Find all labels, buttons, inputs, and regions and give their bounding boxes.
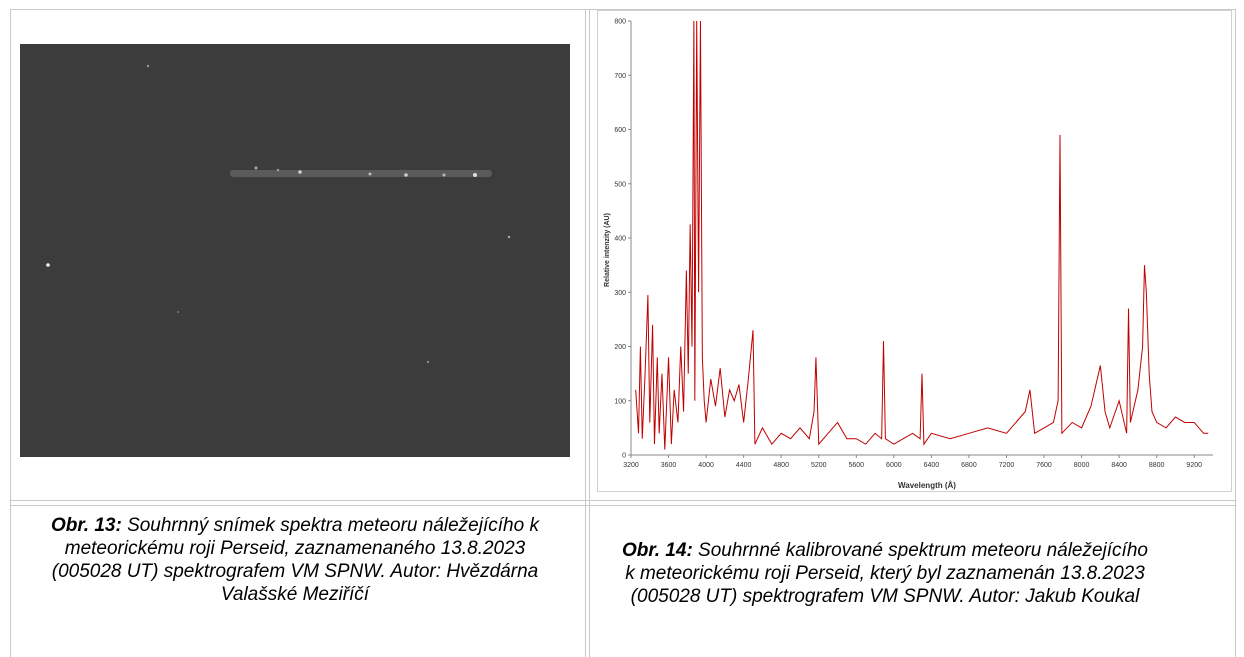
meteor-image xyxy=(20,44,570,457)
row-divider xyxy=(10,500,1236,506)
y-tick-label: 800 xyxy=(614,19,626,26)
caption-text: Souhrnný snímek spektra meteoru náležejí… xyxy=(51,515,539,605)
x-tick-label: 7200 xyxy=(999,462,1015,469)
spectrum-chart: Wavelength (Å) Relative intenzity (AU) 0… xyxy=(597,10,1232,492)
y-tick-label: 0 xyxy=(622,453,626,460)
y-tick-label: 500 xyxy=(614,181,626,188)
y-tick-label: 300 xyxy=(614,290,626,297)
x-tick-label: 3200 xyxy=(623,462,639,469)
y-axis-label: Relative intenzity (AU) xyxy=(604,213,611,287)
caption-label: Obr. 14: xyxy=(622,540,693,561)
x-tick-label: 4000 xyxy=(698,462,714,469)
spectrum-line xyxy=(635,20,1209,450)
x-tick-label: 6400 xyxy=(924,462,940,469)
x-axis-label: Wavelength (Å) xyxy=(898,481,956,490)
x-tick-label: 3600 xyxy=(661,462,677,469)
x-tick-label: 6000 xyxy=(886,462,902,469)
caption: Obr. 13: Souhrnný snímek spektra meteoru… xyxy=(40,514,550,606)
x-tick-label: 4800 xyxy=(773,462,789,469)
caption: Obr. 14: Souhrnné kalibrované spektrum m… xyxy=(615,539,1155,608)
y-tick-label: 400 xyxy=(614,236,626,243)
x-tick-label: 8000 xyxy=(1074,462,1090,469)
x-tick-label: 6800 xyxy=(961,462,977,469)
column-divider xyxy=(585,9,590,657)
x-tick-label: 5600 xyxy=(849,462,865,469)
x-tick-label: 8800 xyxy=(1149,462,1165,469)
caption-label: Obr. 13: xyxy=(51,515,122,536)
y-tick-label: 600 xyxy=(614,127,626,134)
x-tick-label: 9200 xyxy=(1186,462,1202,469)
y-tick-label: 200 xyxy=(614,344,626,351)
caption-text: Souhrnné kalibrované spektrum meteoru ná… xyxy=(625,540,1148,607)
y-tick-label: 700 xyxy=(614,73,626,80)
x-tick-label: 4400 xyxy=(736,462,752,469)
x-tick-label: 8400 xyxy=(1111,462,1127,469)
x-tick-label: 5200 xyxy=(811,462,827,469)
x-tick-label: 7600 xyxy=(1036,462,1052,469)
y-tick-label: 100 xyxy=(614,398,626,405)
table xyxy=(10,9,1236,657)
